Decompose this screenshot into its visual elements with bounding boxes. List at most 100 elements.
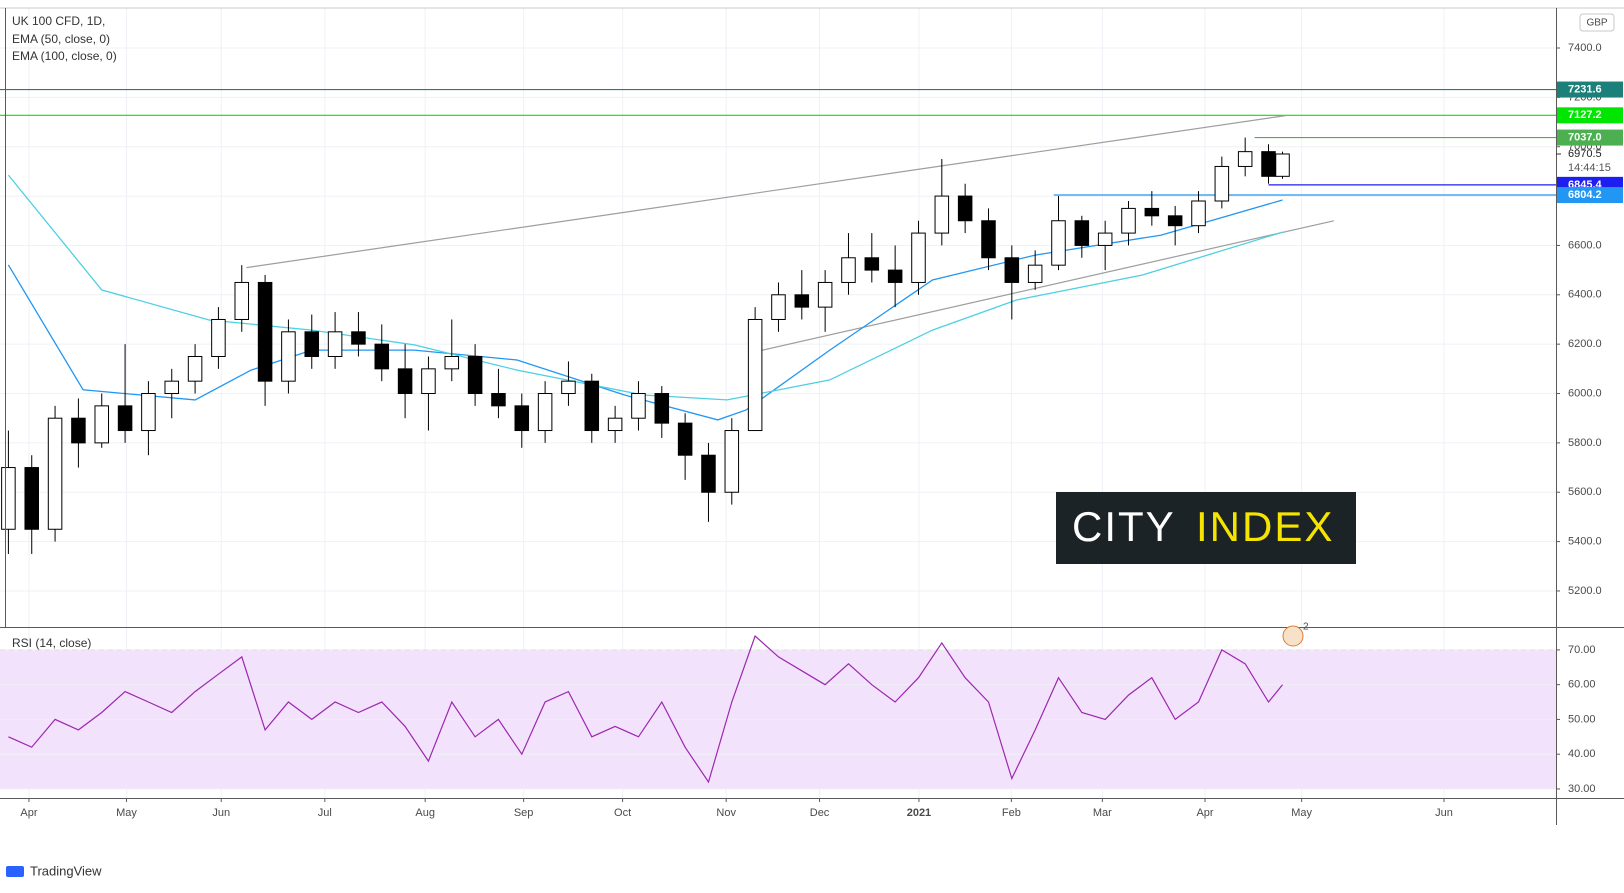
candle-body xyxy=(654,393,670,424)
candle-body xyxy=(981,220,996,259)
candle-body xyxy=(771,294,786,320)
candle-body xyxy=(677,422,693,456)
candle-body xyxy=(94,405,110,444)
candle-body xyxy=(491,393,506,407)
candle-body xyxy=(444,355,460,370)
candle-body xyxy=(304,331,320,357)
candle-body xyxy=(887,269,903,283)
y-tick-label: 6400.0 xyxy=(1568,289,1602,301)
event-count: 2 xyxy=(1303,622,1309,633)
candle-body xyxy=(934,195,950,234)
candle-body xyxy=(1167,215,1183,227)
level-label: 7231.6 xyxy=(1568,83,1602,95)
candle-body xyxy=(1237,151,1253,167)
event-icon[interactable] xyxy=(1282,625,1304,647)
y-tick-label: 6600.0 xyxy=(1568,239,1602,251)
x-tick-label: May xyxy=(116,807,137,819)
last-price: 6970.5 xyxy=(1568,148,1602,160)
x-tick-label: Mar xyxy=(1093,807,1112,819)
candle-body xyxy=(281,331,296,382)
watermark-left: CITY xyxy=(1072,503,1176,550)
grid-layer xyxy=(0,8,1556,798)
candle-body xyxy=(327,331,343,357)
y-tick-label: 5200.0 xyxy=(1568,585,1602,597)
x-tick-label: Jun xyxy=(212,807,230,819)
candle-body xyxy=(841,257,856,283)
candle-body xyxy=(351,331,366,345)
x-tick-label: Jul xyxy=(318,807,332,819)
legend-entry[interactable]: EMA (100, close, 0) xyxy=(12,49,117,63)
candle-body xyxy=(631,393,646,419)
candle-body xyxy=(1191,200,1206,227)
candle-body xyxy=(47,417,63,530)
legend-entry[interactable]: EMA (50, close, 0) xyxy=(12,32,110,46)
candle-body xyxy=(234,281,250,320)
currency-label: GBP xyxy=(1586,18,1607,29)
candle-body xyxy=(467,355,483,395)
candle-body xyxy=(1275,153,1290,177)
x-tick-label: Sep xyxy=(514,807,534,819)
level-label: 7127.2 xyxy=(1568,109,1602,121)
level-label-bg xyxy=(1557,107,1623,124)
candle-body xyxy=(817,281,833,308)
x-tick-label: Jun xyxy=(1435,807,1453,819)
candle-body xyxy=(724,430,740,493)
candle-body xyxy=(584,380,600,432)
watermark-box xyxy=(1056,492,1356,564)
y-tick-label: 70.00 xyxy=(1568,644,1596,656)
candle-body xyxy=(514,405,530,432)
data-layer xyxy=(0,88,1556,784)
trendline xyxy=(246,114,1288,269)
trendline xyxy=(750,220,1334,354)
y-tick-label: 5600.0 xyxy=(1568,486,1602,498)
candle-body xyxy=(864,257,880,271)
y-tick-label: 40.00 xyxy=(1568,748,1596,760)
footer-brand[interactable]: TradingView xyxy=(30,863,102,878)
symbol-title: UK 100 CFD, 1D, xyxy=(12,14,105,28)
countdown: 14:44:15 xyxy=(1568,162,1611,174)
axis-layer xyxy=(0,7,1624,825)
candle-body xyxy=(1,467,16,530)
candle-body xyxy=(911,232,926,283)
candle-body xyxy=(397,368,413,395)
candle-body xyxy=(421,368,436,395)
candle-body xyxy=(187,355,203,382)
x-tick-label: Dec xyxy=(810,807,830,819)
footer-logo[interactable] xyxy=(6,866,24,877)
candle-body xyxy=(24,467,40,530)
y-tick-label: 30.00 xyxy=(1568,783,1596,795)
x-tick-label: Feb xyxy=(1002,807,1021,819)
candle-body xyxy=(164,380,180,395)
x-tick-label: Nov xyxy=(716,807,736,819)
candle-body xyxy=(117,405,133,432)
candle-body xyxy=(1004,257,1020,283)
level-label: 7037.0 xyxy=(1568,131,1602,143)
y-tick-label: 60.00 xyxy=(1568,679,1596,691)
x-tick-label: Aug xyxy=(415,807,435,819)
candle-body xyxy=(607,417,623,432)
candle-body xyxy=(701,454,716,493)
y-tick-label: 6200.0 xyxy=(1568,338,1602,350)
candle-body xyxy=(747,318,763,432)
candle-body xyxy=(1074,220,1090,246)
x-tick-label: Oct xyxy=(614,807,631,819)
y-tick-label: 5800.0 xyxy=(1568,437,1602,449)
candle-body xyxy=(1261,151,1276,177)
candle-body xyxy=(1051,220,1066,266)
candle-body xyxy=(1214,165,1230,202)
candle-body xyxy=(1144,207,1160,217)
candle-body xyxy=(211,318,226,357)
ema-line xyxy=(7,199,1283,421)
currency-badge[interactable] xyxy=(1579,13,1615,32)
rsi-title[interactable]: RSI (14, close) xyxy=(12,636,91,650)
level-label-bg xyxy=(1557,187,1623,204)
x-tick-label: 2021 xyxy=(907,807,931,819)
y-tick-label: 50.00 xyxy=(1568,713,1596,725)
candle-body xyxy=(1097,232,1113,246)
level-label-bg xyxy=(1557,129,1623,146)
x-tick-label: May xyxy=(1291,807,1312,819)
x-tick-label: Apr xyxy=(1196,807,1213,819)
candle-body xyxy=(1121,207,1136,234)
y-tick-label: 7400.0 xyxy=(1568,42,1602,54)
